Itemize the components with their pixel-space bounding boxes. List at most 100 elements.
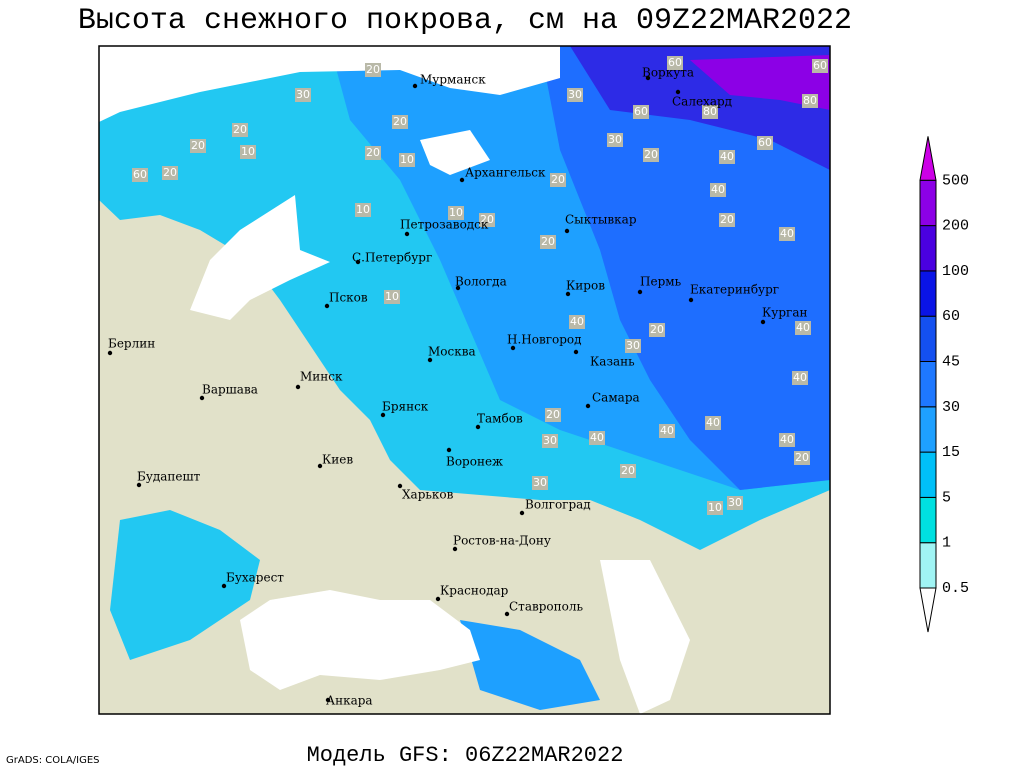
- contour-label: 20: [650, 323, 664, 336]
- contour-label-box: [567, 88, 583, 102]
- city-label: Тамбов: [477, 412, 523, 426]
- contour-label-box: [479, 213, 495, 227]
- contour-label: 10: [385, 290, 399, 303]
- contour-label: 30: [543, 434, 557, 447]
- legend-label: 60: [942, 308, 960, 325]
- contour-label-box: [355, 203, 371, 217]
- city-dot: [573, 349, 579, 355]
- contour-label-box: [365, 146, 381, 160]
- contour-label: 20: [191, 139, 205, 152]
- city-dot: [564, 228, 570, 234]
- city-dot: [637, 289, 643, 295]
- contour-label: 60: [133, 168, 147, 181]
- sea: [420, 130, 490, 175]
- contour-label: 20: [233, 123, 247, 136]
- contour-label-box: [794, 451, 810, 465]
- map-area: [98, 45, 831, 715]
- city-dot: [446, 447, 452, 453]
- sea: [190, 195, 330, 320]
- legend-swatch: [919, 496, 937, 544]
- contour-label: 20: [551, 173, 565, 186]
- contour-label: 20: [393, 115, 407, 128]
- contour-label-box: [719, 150, 735, 164]
- sea: [240, 590, 480, 690]
- city-dot: [519, 510, 525, 516]
- city-dot: [645, 75, 651, 81]
- contour-label: 10: [400, 153, 414, 166]
- contour-label: 30: [626, 339, 640, 352]
- contour-label: 20: [366, 63, 380, 76]
- city-label: Минск: [300, 370, 343, 384]
- city-dot: [455, 285, 461, 291]
- city-dot: [355, 259, 361, 265]
- legend-swatch: [919, 225, 937, 272]
- contour-label-box: [532, 476, 548, 490]
- contour-label: 20: [163, 166, 177, 179]
- contour-label: 10: [241, 145, 255, 158]
- city-label: Казань: [590, 355, 635, 369]
- footer: Модель GFS: 06Z22MAR2022: [307, 743, 624, 768]
- contour-label-box: [550, 173, 566, 187]
- city-label: Ростов-на-Дону: [453, 534, 551, 548]
- city-dot: [324, 303, 330, 309]
- contour-label: 10: [356, 203, 370, 216]
- contour-label: 40: [660, 424, 674, 437]
- contour-label: 80: [703, 105, 717, 118]
- contour-label-box: [162, 166, 178, 180]
- city-dot: [675, 89, 681, 95]
- legend-label: 15: [942, 444, 960, 461]
- city-dot: [412, 83, 418, 89]
- city-dot: [475, 424, 481, 430]
- city-dot: [136, 482, 142, 488]
- city-dot: [317, 463, 323, 469]
- city-label: Анкара: [326, 694, 373, 708]
- city-dot: [221, 583, 227, 589]
- city-label: Курган: [762, 306, 807, 320]
- legend-label: 100: [942, 263, 969, 280]
- legend-swatch: [919, 315, 937, 363]
- contour-label: 30: [533, 476, 547, 489]
- legend-label: 45: [942, 353, 960, 370]
- contour-label: 20: [644, 148, 658, 161]
- city-label: Воркута: [642, 66, 694, 80]
- city-label: Мурманск: [420, 73, 486, 87]
- contour-label: 10: [449, 206, 463, 219]
- labels: 20 30 20 20 10 60 20 20 20 10 10 10 20 20 20 30 20 60 40 60…: [107, 56, 828, 708]
- legend-swatch: [919, 179, 937, 227]
- contour-label-box: [448, 206, 464, 220]
- contour-label-box: [542, 434, 558, 448]
- city-dot: [565, 291, 571, 297]
- contour-label-box: [659, 424, 675, 438]
- contour-label: 60: [634, 105, 648, 118]
- contour-label-box: [719, 213, 735, 227]
- legend-swatch: [919, 136, 937, 181]
- city-label: Архангельск: [465, 166, 546, 180]
- contour-label-box: [190, 139, 206, 153]
- legend-swatch: [919, 542, 937, 589]
- city-label: Вологда: [455, 275, 507, 289]
- contour-label-box: [633, 105, 649, 119]
- city-label: Бухарест: [226, 571, 284, 585]
- contour-label: 30: [296, 88, 310, 101]
- contour-label-box: [707, 501, 723, 515]
- contour-label-box: [812, 59, 828, 73]
- contour-label-box: [702, 105, 718, 119]
- contour-label: 30: [608, 133, 622, 146]
- city-label: Москва: [428, 345, 476, 359]
- city-label: Киев: [322, 453, 353, 467]
- contour-label-box: [365, 63, 381, 77]
- city-label: Сыктывкар: [565, 213, 637, 227]
- contour-label: 40: [796, 321, 810, 334]
- contour-label: 40: [720, 150, 734, 163]
- contour-label-box: [802, 94, 818, 108]
- contour-label-box: [240, 145, 256, 159]
- contour-label: 40: [780, 227, 794, 240]
- snow-area: [110, 510, 260, 660]
- contour-label: 40: [711, 183, 725, 196]
- city-dot: [325, 697, 331, 703]
- contour-label: 10: [708, 501, 722, 514]
- sea: [600, 560, 690, 714]
- credit: GrADS: COLA/IGES: [6, 755, 100, 766]
- city-dot: [427, 357, 433, 363]
